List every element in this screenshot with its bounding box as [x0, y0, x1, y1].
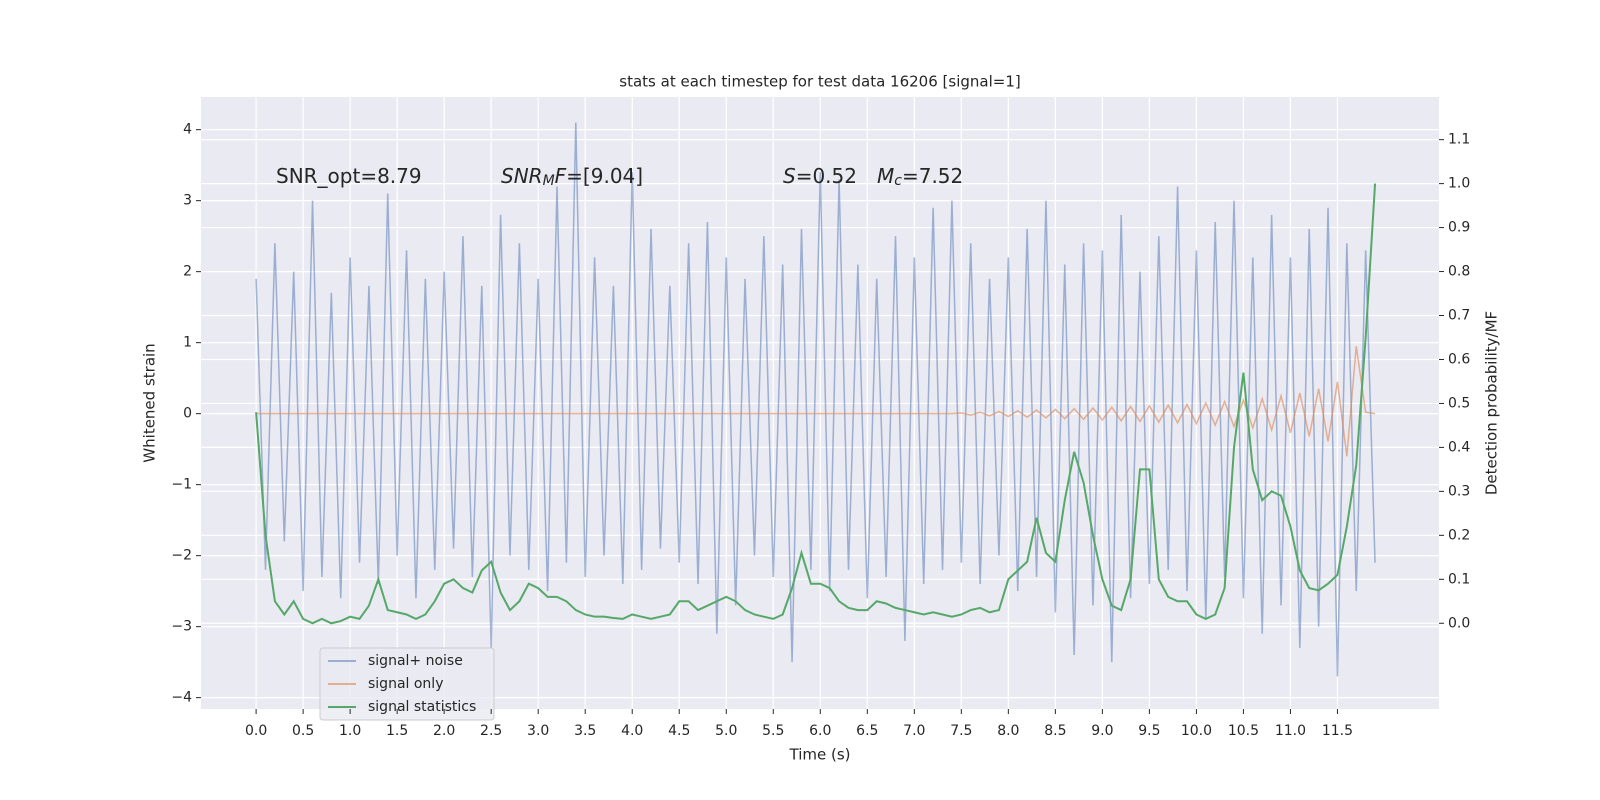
chart-title: stats at each timestep for test data 162… — [619, 73, 1020, 91]
y2-tick-label: 0.2 — [1448, 527, 1470, 543]
y-tick-label: −2 — [171, 548, 192, 564]
x-tick-label: 7.5 — [950, 723, 972, 739]
x-tick-label: 0.0 — [245, 723, 267, 739]
y-tick-label: −1 — [171, 477, 192, 493]
x-tick-label: 9.0 — [1091, 723, 1113, 739]
y-tick-label: −4 — [171, 690, 192, 706]
x-tick-label: 4.5 — [668, 723, 690, 739]
legend-label: signal statistics — [368, 699, 476, 715]
y-tick-label: 0 — [183, 406, 192, 422]
x-tick-label: 1.0 — [339, 723, 361, 739]
x-tick-label: 10.0 — [1181, 723, 1212, 739]
y2-axis-label: Detection probability/MF — [1483, 311, 1501, 495]
annotation-part: =0.52 — [796, 164, 857, 188]
y2-tick-label: 0.1 — [1448, 571, 1470, 587]
annotation: Mc=7.52 — [877, 164, 963, 189]
x-tick-label: 0.5 — [292, 723, 314, 739]
x-tick-label: 9.5 — [1138, 723, 1160, 739]
data-line — [255, 122, 1376, 677]
annotation: SNRMF=[9.04] — [501, 164, 643, 189]
y-tick-label: −3 — [171, 619, 192, 635]
y-tick-label: 3 — [183, 193, 192, 209]
y2-tick-label: 0.7 — [1448, 308, 1470, 324]
annotation-part: =[9.04] — [566, 164, 643, 188]
x-tick-label: 2.0 — [433, 723, 455, 739]
x-tick-label: 6.0 — [809, 723, 831, 739]
y2-tick-label: 0.4 — [1448, 439, 1470, 455]
legend-label: signal+ noise — [368, 653, 463, 669]
x-tick-label: 7.0 — [903, 723, 925, 739]
x-tick-label: 11.5 — [1322, 723, 1353, 739]
y2-tick-label: 0.8 — [1448, 264, 1470, 280]
annotation-part: c — [894, 173, 902, 189]
y2-tick-label: 1.1 — [1448, 132, 1470, 148]
y2-tick-label: 0.5 — [1448, 395, 1470, 411]
x-tick-label: 6.5 — [856, 723, 878, 739]
annotation-part: SNR_opt=8.79 — [276, 164, 422, 188]
annotation-part: M — [543, 173, 555, 189]
annotation-part: S — [783, 164, 796, 188]
legend-label: signal only — [368, 676, 443, 692]
x-tick-label: 1.5 — [386, 723, 408, 739]
annotation: SNR_opt=8.79 — [276, 164, 422, 188]
annotation: S=0.52 — [783, 164, 857, 188]
y-axis-label: Whitened strain — [141, 343, 159, 462]
x-tick-label: 3.0 — [527, 723, 549, 739]
data-line — [255, 183, 1377, 625]
x-tick-label: 10.5 — [1228, 723, 1259, 739]
x-tick-label: 5.0 — [715, 723, 737, 739]
y-tick-label: 1 — [183, 335, 192, 351]
y2-tick-label: 0.6 — [1448, 351, 1470, 367]
x-tick-label: 5.5 — [762, 723, 784, 739]
y2-tick-label: 1.0 — [1448, 176, 1470, 192]
x-tick-label: 2.5 — [480, 723, 502, 739]
annotation-part: F — [555, 164, 567, 188]
y-tick-label: 2 — [183, 264, 192, 280]
x-tick-label: 11.0 — [1275, 723, 1306, 739]
y2-tick-label: 0.9 — [1448, 220, 1470, 236]
y2-tick-label: 0.3 — [1448, 483, 1470, 499]
x-axis-label: Time (s) — [789, 746, 851, 764]
annotation-part: SNR — [501, 164, 543, 188]
x-tick-label: 8.5 — [1044, 723, 1066, 739]
x-tick-label: 8.0 — [997, 723, 1019, 739]
annotation-part: =7.52 — [902, 164, 963, 188]
y2-tick-label: 0.0 — [1448, 615, 1470, 631]
legend-box — [319, 647, 495, 721]
x-tick-label: 4.0 — [621, 723, 643, 739]
x-tick-label: 3.5 — [574, 723, 596, 739]
annotation-part: M — [877, 164, 894, 188]
data-line — [256, 346, 1376, 457]
y-tick-label: 4 — [183, 122, 192, 138]
